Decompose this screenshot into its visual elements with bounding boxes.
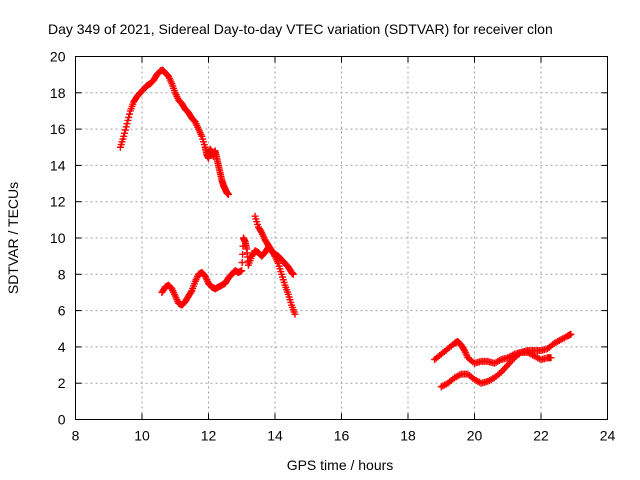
y-tick-label: 0 — [58, 412, 66, 428]
x-tick-label: 14 — [267, 428, 283, 444]
y-tick-label: 8 — [58, 266, 66, 282]
y-tick-label: 6 — [58, 303, 66, 319]
series-arc-4 — [431, 330, 575, 367]
data-point — [224, 190, 232, 198]
y-tick-label: 12 — [50, 194, 66, 210]
data-point — [289, 270, 297, 278]
data-point — [291, 310, 299, 318]
series-arc-5 — [437, 348, 555, 391]
data-point — [238, 259, 246, 267]
y-tick-label: 10 — [50, 230, 66, 246]
x-axis-label: GPS time / hours — [287, 457, 394, 473]
y-axis-label: SDTVAR / TECUs — [5, 182, 21, 294]
data-point — [120, 132, 128, 140]
series-arc-2 — [158, 234, 297, 309]
data-point — [124, 116, 132, 124]
series-arc-1 — [116, 66, 232, 198]
data-point — [122, 123, 130, 131]
y-tick-label: 4 — [58, 339, 66, 355]
data-points — [116, 66, 575, 391]
grid-lines — [75, 56, 608, 420]
data-point — [123, 120, 131, 128]
data-point — [121, 129, 129, 137]
x-tick-label: 22 — [533, 428, 549, 444]
x-tick-label: 24 — [600, 428, 616, 444]
data-point — [547, 354, 555, 362]
x-tick-label: 10 — [134, 428, 150, 444]
y-tick-label: 14 — [50, 157, 66, 173]
chart-title: Day 349 of 2021, Sidereal Day-to-day VTE… — [48, 21, 553, 37]
x-tick-label: 20 — [467, 428, 483, 444]
data-point — [187, 288, 195, 296]
x-tick-label: 16 — [334, 428, 350, 444]
y-tick-label: 20 — [50, 49, 66, 65]
data-point — [121, 126, 129, 134]
data-point — [239, 250, 247, 258]
series-arc-3 — [251, 212, 299, 318]
data-point — [567, 330, 575, 338]
x-tick-label: 18 — [400, 428, 416, 444]
x-tick-label: 12 — [201, 428, 217, 444]
y-tick-label: 18 — [50, 85, 66, 101]
x-tick-label: 8 — [72, 428, 80, 444]
y-tick-label: 2 — [58, 375, 66, 391]
y-tick-label: 16 — [50, 121, 66, 137]
data-point — [126, 110, 134, 118]
data-point — [238, 267, 246, 275]
data-point — [125, 113, 133, 121]
